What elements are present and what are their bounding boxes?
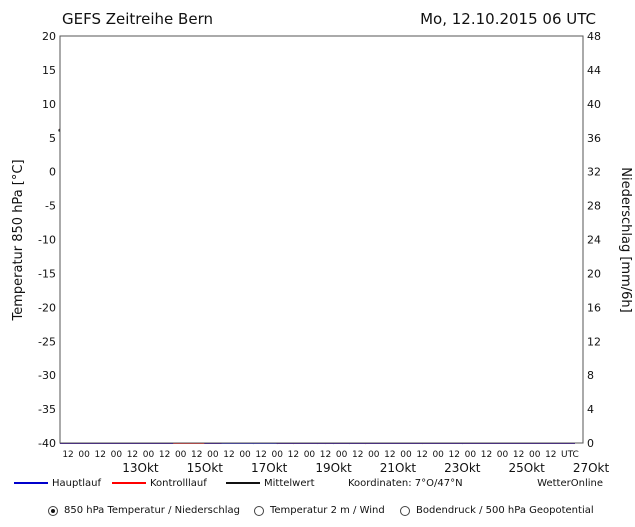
x-tick-label: 00 [336,450,348,460]
x-tick-label: 12 [320,450,331,460]
legend-coordinates: Koordinaten: 7°O/47°N [348,478,463,489]
y2-tick-label: 32 [587,166,601,179]
x-tick-label: 00 [272,450,284,460]
x-tick-label: 00 [400,450,412,460]
y2-tick-label: 48 [587,30,601,43]
y-tick-label: 0 [49,166,56,179]
x-tick-label: 00 [497,450,509,460]
x-tick-label: 00 [304,450,316,460]
day-label: 15Okt [187,461,224,475]
y-tick-label: -30 [38,369,56,382]
x-tick-label: 00 [143,450,155,460]
x-tick-label: 12 [95,450,106,460]
day-label: 13Okt [122,461,159,475]
x-tick-label: 00 [368,450,380,460]
x-tick-label: 00 [207,450,219,460]
y2-tick-label: 24 [587,234,601,247]
axes-layer: 20151050-5-10-15-20-25-30-35-40484440363… [38,30,609,475]
y2-tick-label: 0 [587,437,594,450]
x-tick-label: 12 [62,450,73,460]
y2-tick-label: 40 [587,98,601,111]
y-tick-label: -20 [38,301,56,314]
legend-kontrolllauf: Kontrolllauf [150,478,207,489]
y-tick-label: -40 [38,437,56,450]
chart-type-selector: 850 hPa Temperatur / Niederschlag Temper… [0,495,635,527]
x-tick-label: 12 [223,450,234,460]
y-tick-label: 20 [42,30,56,43]
x-tick-label: 12 [255,450,266,460]
option-850hpa-temp-precip[interactable]: 850 hPa Temperatur / Niederschlag [48,505,240,516]
x-tick-label: 00 [78,450,90,460]
x-tick-label: 00 [175,450,187,460]
radio-icon[interactable] [254,505,264,516]
radio-icon[interactable] [400,505,410,516]
legend: Hauptlauf Kontrolllauf Mittelwert Koordi… [14,478,603,489]
x-tick-label: UTC [561,450,579,460]
gefs-chart: 20151050-5-10-15-20-25-30-35-40484440363… [11,10,633,489]
y-tick-label: -35 [38,403,56,416]
x-tick-label: 12 [449,450,460,460]
y-tick-label: 10 [42,98,56,111]
legend-hauptlauf: Hauptlauf [52,478,101,489]
x-tick-label: 12 [416,450,427,460]
x-tick-label: 12 [159,450,170,460]
day-label: 25Okt [508,461,545,475]
x-tick-label: 12 [288,450,299,460]
legend-brand: WetterOnline [537,478,603,489]
radio-icon[interactable] [48,505,58,516]
day-label: 21Okt [380,461,417,475]
y2-tick-label: 16 [587,301,601,314]
x-tick-label: 00 [432,450,444,460]
legend-mittelwert: Mittelwert [264,478,315,489]
plot-area [59,35,584,444]
x-tick-label: 00 [465,450,477,460]
x-tick-label: 12 [191,450,202,460]
y-tick-label: -15 [38,267,56,280]
option-label: Bodendruck / 500 hPa Geopotential [416,505,594,516]
y2-tick-label: 8 [587,369,594,382]
x-tick-label: 12 [481,450,492,460]
option-label: Temperatur 2 m / Wind [270,505,385,516]
x-tick-label: 12 [127,450,138,460]
x-tick-label: 12 [384,450,395,460]
y-tick-label: -5 [45,200,56,213]
y2-tick-label: 28 [587,200,601,213]
day-label: 23Okt [444,461,481,475]
x-tick-label: 12 [545,450,556,460]
y2-tick-label: 4 [587,403,594,416]
x-tick-label: 12 [352,450,363,460]
option-pressure-geopotential[interactable]: Bodendruck / 500 hPa Geopotential [400,505,594,516]
right-axis-label: Niederschlag [mm/6h] [618,167,633,312]
y2-tick-label: 44 [587,64,601,77]
x-tick-label: 00 [529,450,541,460]
y2-tick-label: 36 [587,132,601,145]
y-tick-label: -25 [38,335,56,348]
y-tick-label: 5 [49,132,56,145]
y2-tick-label: 12 [587,335,601,348]
day-label: 27Okt [573,461,610,475]
x-tick-label: 00 [111,450,123,460]
option-label: 850 hPa Temperatur / Niederschlag [64,505,240,516]
y2-tick-label: 20 [587,267,601,280]
x-tick-label: 00 [239,450,251,460]
left-axis-label: Temperatur 850 hPa [°C] [11,159,26,321]
day-label: 17Okt [251,461,288,475]
day-label: 19Okt [315,461,352,475]
y-tick-label: -10 [38,234,56,247]
chart-title: GEFS Zeitreihe Bern [62,10,213,28]
x-tick-label: 12 [513,450,524,460]
option-temp-2m-wind[interactable]: Temperatur 2 m / Wind [254,505,385,516]
chart-datetime: Mo, 12.10.2015 06 UTC [420,10,596,28]
y-tick-label: 15 [42,64,56,77]
